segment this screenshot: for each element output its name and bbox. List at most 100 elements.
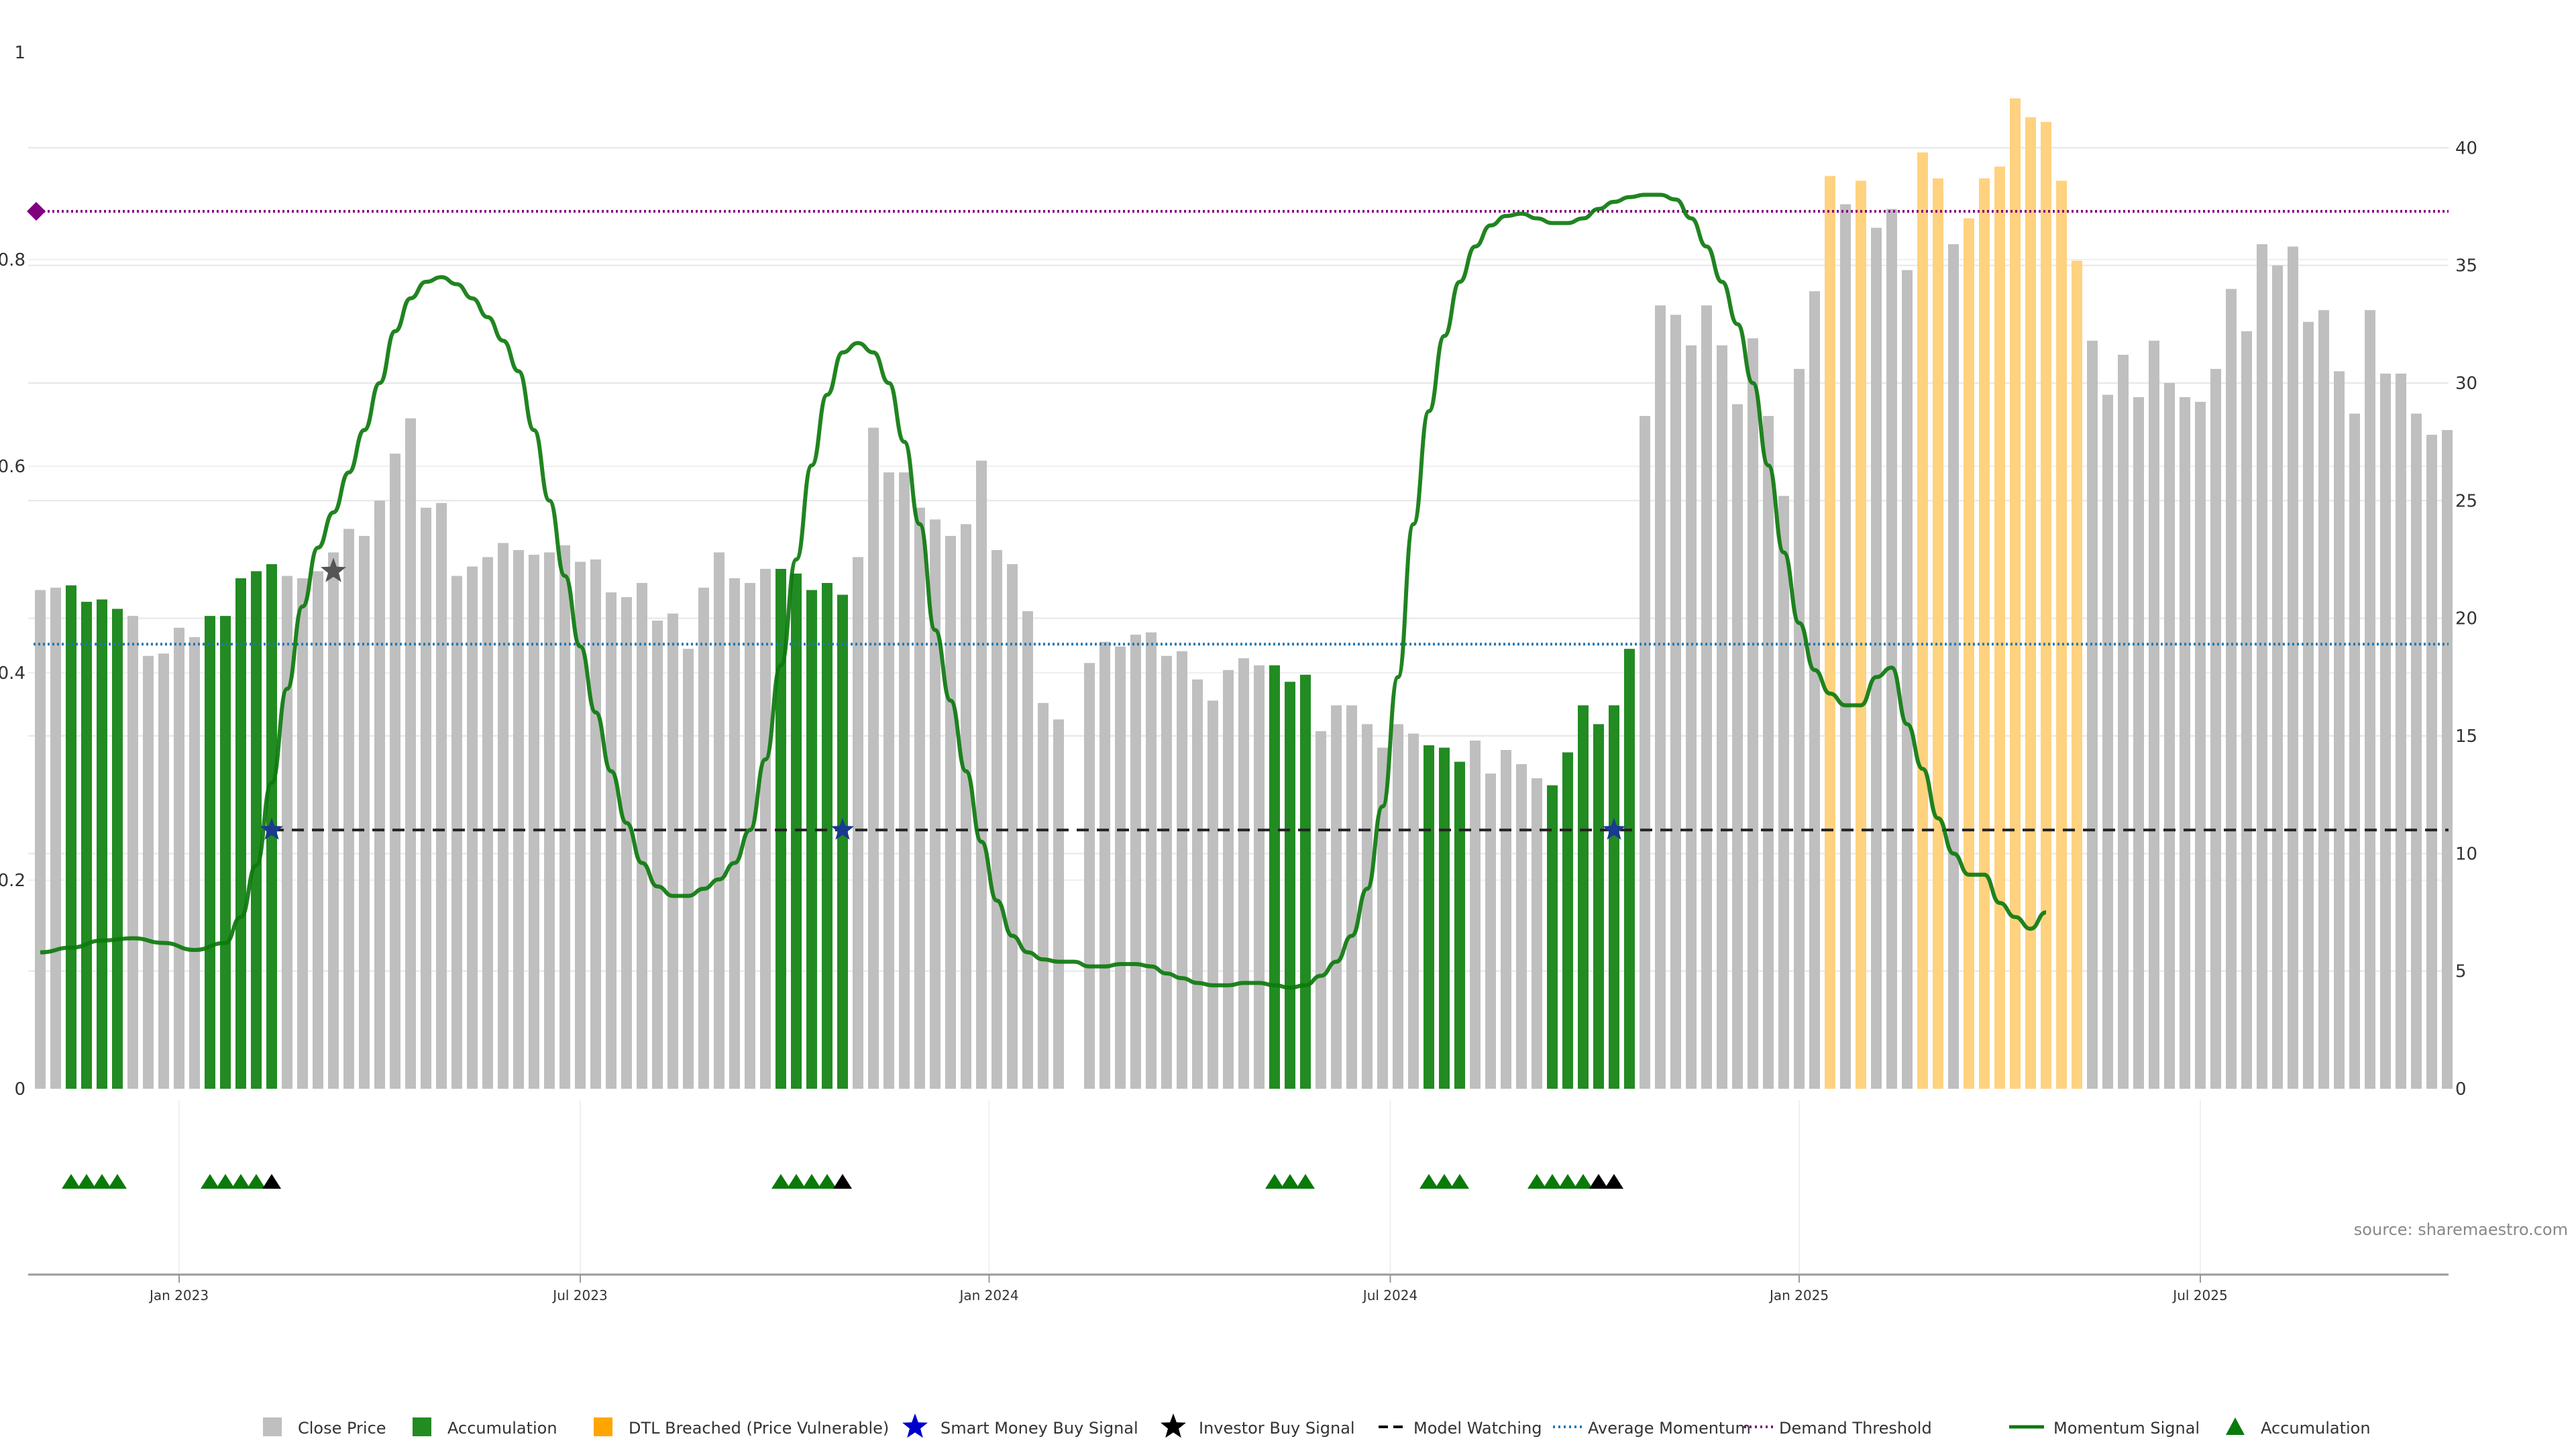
right-axis-tick-label: 25 bbox=[2455, 491, 2477, 511]
price-bar bbox=[1038, 702, 1049, 1089]
price-bar bbox=[1269, 665, 1280, 1089]
accumulation-triangle bbox=[1265, 1174, 1284, 1189]
price-bar bbox=[1701, 305, 1712, 1089]
price-bar bbox=[1562, 752, 1573, 1089]
price-bar bbox=[1856, 180, 1866, 1089]
x-axis-tick-label: Jul 2023 bbox=[551, 1287, 607, 1303]
legend-item: Investor Buy Signal bbox=[1161, 1413, 1355, 1438]
price-bar bbox=[1208, 700, 1218, 1089]
price-bar bbox=[2041, 121, 2051, 1089]
price-bar bbox=[899, 472, 910, 1089]
price-bar bbox=[2380, 373, 2391, 1089]
right-axis-tick-label: 40 bbox=[2455, 138, 2477, 158]
price-bar bbox=[1485, 773, 1496, 1089]
price-bar bbox=[328, 552, 339, 1089]
left-axis-tick-label: 0.4 bbox=[0, 663, 25, 684]
price-bar bbox=[297, 578, 308, 1089]
right-axis-tick-label: 35 bbox=[2455, 256, 2477, 276]
price-bar bbox=[1593, 724, 1604, 1089]
x-axis-tick-label: Jan 2025 bbox=[1768, 1287, 1829, 1303]
accumulation-triangle bbox=[1296, 1174, 1315, 1189]
price-bar bbox=[1640, 416, 1650, 1089]
price-bar bbox=[945, 535, 956, 1089]
bars bbox=[35, 98, 2453, 1089]
price-bar bbox=[2288, 246, 2298, 1089]
price-bar bbox=[914, 507, 925, 1089]
price-bar bbox=[1624, 649, 1635, 1089]
price-bar bbox=[2334, 371, 2345, 1089]
price-bar bbox=[868, 427, 879, 1089]
legend-item: Average Momentum bbox=[1553, 1419, 1751, 1438]
left-axis-tick-label: 0 bbox=[14, 1079, 25, 1099]
price-bar bbox=[143, 655, 154, 1089]
price-bar bbox=[1285, 682, 1295, 1089]
price-bar bbox=[1886, 209, 1897, 1089]
legend-item: DTL Breached (Price Vulnerable) bbox=[594, 1417, 889, 1438]
price-bar bbox=[35, 590, 46, 1089]
legend-item: Demand Threshold bbox=[1744, 1419, 1932, 1438]
price-bar bbox=[1871, 227, 1882, 1089]
legend-label: Demand Threshold bbox=[1779, 1419, 1932, 1438]
right-axis-tick-label: 0 bbox=[2455, 1079, 2467, 1099]
price-bar bbox=[637, 583, 647, 1089]
price-bar bbox=[853, 557, 863, 1089]
price-bar bbox=[606, 592, 616, 1089]
legend-swatch bbox=[263, 1417, 282, 1436]
price-bar bbox=[837, 594, 848, 1089]
price-bar bbox=[1346, 705, 1357, 1089]
investor-triangle bbox=[1605, 1174, 1623, 1189]
price-bar bbox=[883, 472, 894, 1089]
price-bar bbox=[359, 535, 370, 1089]
smart-money-buy-star bbox=[830, 818, 855, 840]
left-axis-tick-label: 0.2 bbox=[0, 871, 25, 891]
price-bar bbox=[2087, 340, 2098, 1089]
legend-item: Accumulation bbox=[413, 1417, 557, 1438]
price-bar bbox=[621, 597, 632, 1089]
price-bar bbox=[1933, 178, 1943, 1089]
price-bar bbox=[2102, 394, 2113, 1089]
price-bar bbox=[745, 583, 755, 1089]
right-axis-tick-label: 20 bbox=[2455, 609, 2477, 629]
accumulation-triangle bbox=[62, 1174, 80, 1189]
price-bar bbox=[513, 549, 524, 1089]
price-bar bbox=[1362, 724, 1373, 1089]
accumulation-triangle bbox=[1527, 1174, 1546, 1189]
price-bar bbox=[482, 557, 493, 1089]
investor-triangle bbox=[1589, 1174, 1608, 1189]
price-bar bbox=[2025, 117, 2036, 1089]
price-bar bbox=[2118, 354, 2129, 1089]
accumulation-triangle bbox=[1450, 1174, 1469, 1189]
price-bar bbox=[1717, 345, 1727, 1089]
price-bar bbox=[1130, 635, 1141, 1089]
price-bar bbox=[1454, 761, 1465, 1089]
demand-threshold-diamond bbox=[27, 201, 46, 221]
price-bar bbox=[1254, 665, 1265, 1089]
accumulation-triangle bbox=[1574, 1174, 1593, 1189]
price-bar bbox=[559, 545, 570, 1089]
price-bar bbox=[2365, 310, 2375, 1089]
price-bar bbox=[590, 559, 601, 1089]
price-bar bbox=[714, 552, 724, 1089]
price-bar bbox=[1948, 244, 1959, 1089]
price-bar bbox=[652, 621, 663, 1089]
price-bar bbox=[1084, 663, 1095, 1089]
price-bar bbox=[451, 576, 462, 1089]
accumulation-triangle bbox=[818, 1174, 837, 1189]
price-bar bbox=[575, 561, 586, 1089]
legend-label: DTL Breached (Price Vulnerable) bbox=[629, 1419, 889, 1438]
investor-triangle bbox=[833, 1174, 852, 1189]
price-bar bbox=[1917, 152, 1928, 1089]
legend-swatch bbox=[594, 1417, 612, 1436]
accumulation-triangle bbox=[1543, 1174, 1562, 1189]
price-bar bbox=[2303, 321, 2314, 1089]
accumulation-triangle bbox=[93, 1174, 111, 1189]
price-bar bbox=[2149, 340, 2159, 1089]
price-bar bbox=[50, 588, 61, 1089]
price-bar bbox=[1177, 651, 1187, 1089]
price-bar bbox=[976, 460, 987, 1089]
price-bar bbox=[1053, 719, 1064, 1089]
left-axis-tick-label: 1 bbox=[14, 43, 25, 63]
price-bar bbox=[822, 583, 833, 1089]
left-axis-tick-label: 0.6 bbox=[0, 457, 25, 477]
axes: 0 5 10 15 20 25 30 35 40 0 0.2 0.4 0.6 0.8 1 Jan 2023 Ju… bbox=[0, 43, 2477, 1303]
